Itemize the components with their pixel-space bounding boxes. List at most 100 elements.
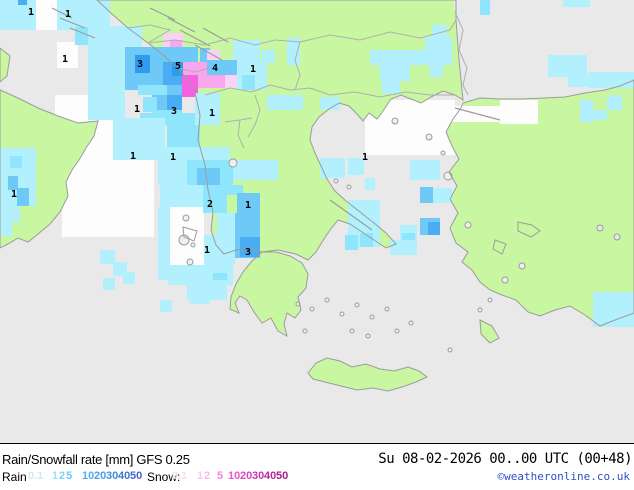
islands xyxy=(178,117,621,353)
island-outline xyxy=(309,306,315,312)
coast-peloponnese xyxy=(229,251,309,337)
precip-cell xyxy=(320,158,345,178)
island-outline xyxy=(408,320,414,326)
map-value-label: 1 xyxy=(209,108,215,119)
snow-value-2: 2 xyxy=(204,470,211,482)
precip-cell xyxy=(425,37,452,55)
precip-cell xyxy=(360,233,373,247)
rain-value-1: 1 xyxy=(52,470,59,482)
precip-cell xyxy=(88,60,125,120)
island-outline xyxy=(186,258,194,266)
border-line xyxy=(204,84,455,98)
precip-cell xyxy=(267,95,303,110)
snow-value-1: 1 xyxy=(197,470,204,482)
precip-cell xyxy=(18,0,27,5)
map-value-label: 1 xyxy=(62,54,68,65)
rain-value-2: 2 xyxy=(59,470,66,482)
precip-cell xyxy=(207,60,237,75)
coast-italy xyxy=(0,89,99,249)
weather-map: 1 1 1 3 5 4 1 1 3 1 1 1 1 1 2 1 1 3 xyxy=(0,0,634,443)
border-line xyxy=(299,19,457,43)
precip-cell xyxy=(0,206,20,222)
precip-cell xyxy=(135,55,150,73)
island-outline xyxy=(440,150,446,156)
precip-cell xyxy=(433,188,452,203)
precip-cell xyxy=(103,278,115,290)
precip-cell xyxy=(430,65,443,77)
precip-cell xyxy=(198,75,225,88)
island-outline xyxy=(477,307,483,313)
map-value-label: 3 xyxy=(137,59,143,70)
precip-cell xyxy=(8,176,18,190)
island-outline xyxy=(349,328,355,334)
precip-cell xyxy=(123,272,135,284)
precip-cell xyxy=(200,48,210,62)
precip-cell xyxy=(100,250,115,264)
precip-cell xyxy=(165,147,230,160)
precip-cell xyxy=(568,75,588,87)
precip-cell xyxy=(217,213,235,235)
precip-cell xyxy=(170,40,182,50)
island-outline xyxy=(190,242,196,248)
precip-cell xyxy=(345,235,358,250)
precip-cell xyxy=(563,0,590,7)
coast-lefkada xyxy=(182,226,198,242)
snow-value-40: 40 xyxy=(264,470,277,482)
precip-cell xyxy=(390,240,417,255)
island-outline xyxy=(384,306,390,312)
country-borders xyxy=(127,11,469,149)
island-outline xyxy=(425,133,433,141)
island-outline xyxy=(487,297,493,303)
coast-balkans xyxy=(96,0,464,261)
precip-cell xyxy=(233,160,278,180)
precip-cell xyxy=(262,50,275,63)
island-outline xyxy=(391,117,399,125)
precip-cell xyxy=(225,75,239,88)
precip-cell xyxy=(160,185,203,207)
precip-cell xyxy=(163,47,198,62)
precip-cell xyxy=(242,75,255,90)
island-outline xyxy=(346,184,352,190)
rain-scale-label: Rain xyxy=(2,470,27,484)
island-outline xyxy=(339,311,345,317)
precip-cell xyxy=(240,237,260,257)
map-value-label: 1 xyxy=(204,245,210,256)
island-outline xyxy=(518,262,526,270)
rain-value-40: 40 xyxy=(118,470,131,482)
copyright-link[interactable]: ©weatheronline.co.uk xyxy=(497,470,630,483)
map-value-label: 3 xyxy=(245,247,251,258)
border-line xyxy=(147,37,301,46)
island-outline xyxy=(324,297,330,303)
map-svg: 1 1 1 3 5 4 1 1 3 1 1 1 1 1 2 1 1 3 xyxy=(0,0,634,443)
precip-cells xyxy=(0,0,634,327)
precip-cell xyxy=(580,100,593,122)
map-value-label: 1 xyxy=(130,151,136,162)
rain-value-5: 5 xyxy=(66,470,73,482)
coast-italy_north xyxy=(0,47,11,83)
precip-cell xyxy=(320,97,340,110)
island-outline xyxy=(302,328,308,334)
border-line xyxy=(237,119,245,149)
land-italy xyxy=(0,90,98,248)
precip-cell xyxy=(17,188,29,206)
island-outline xyxy=(182,214,190,222)
coast-lesbos xyxy=(517,221,541,238)
island-outline xyxy=(464,221,472,229)
precip-cell xyxy=(143,97,157,112)
snow-scale-label: Snow: xyxy=(147,470,181,484)
precip-cell xyxy=(158,207,170,265)
map-value-label: 3 xyxy=(171,106,177,117)
snow-value-50: 50 xyxy=(276,470,289,482)
island-outline xyxy=(447,347,453,353)
map-value-label: 5 xyxy=(175,61,181,72)
rain-value-20: 20 xyxy=(94,470,107,482)
map-value-label: 1 xyxy=(65,9,71,20)
land-turkey xyxy=(446,80,634,326)
border-line xyxy=(454,11,469,96)
map-value-label: 2 xyxy=(207,199,213,210)
rain-value-50: 50 xyxy=(130,470,143,482)
precip-cell xyxy=(410,160,440,180)
precip-cell xyxy=(590,110,607,120)
precip-cell xyxy=(197,168,220,185)
